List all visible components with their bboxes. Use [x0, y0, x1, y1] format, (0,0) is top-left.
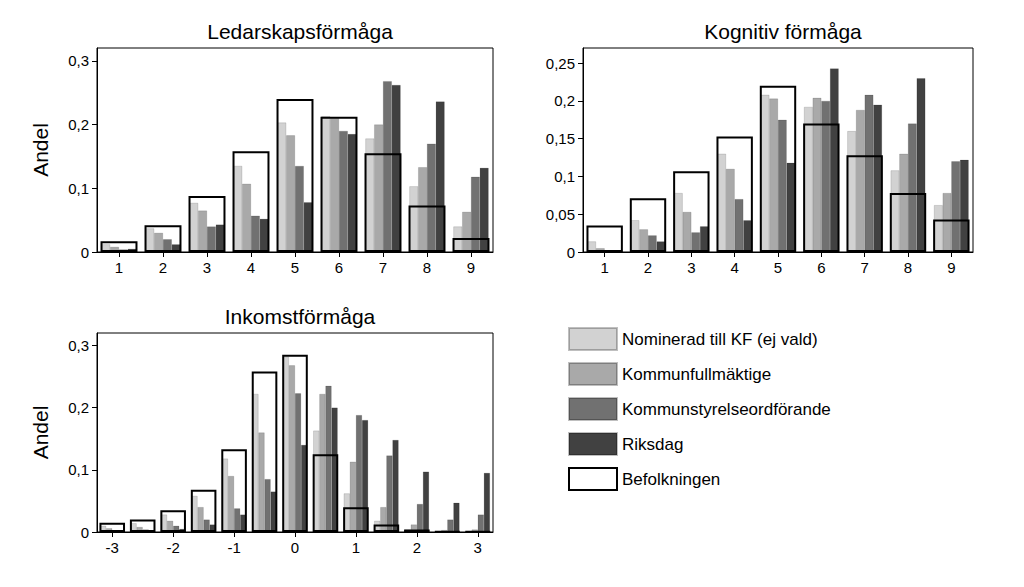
svg-text:9: 9 [467, 259, 475, 276]
svg-text:0,2: 0,2 [68, 399, 89, 416]
svg-text:5: 5 [774, 259, 782, 276]
svg-text:4: 4 [730, 259, 738, 276]
svg-text:8: 8 [904, 259, 912, 276]
svg-text:0,3: 0,3 [68, 52, 89, 69]
svg-text:0,3: 0,3 [68, 337, 89, 354]
svg-text:3: 3 [474, 539, 482, 556]
svg-text:-2: -2 [166, 539, 179, 556]
svg-text:0,05: 0,05 [546, 206, 575, 223]
svg-text:6: 6 [335, 259, 343, 276]
svg-text:7: 7 [379, 259, 387, 276]
svg-text:0: 0 [567, 244, 575, 261]
svg-text:2: 2 [413, 539, 421, 556]
svg-text:1: 1 [600, 259, 608, 276]
svg-text:2: 2 [644, 259, 652, 276]
svg-text:Befolkningen: Befolkningen [622, 470, 720, 489]
svg-text:0,2: 0,2 [554, 92, 575, 109]
svg-text:3: 3 [687, 259, 695, 276]
svg-text:1: 1 [115, 259, 123, 276]
svg-text:0,15: 0,15 [546, 130, 575, 147]
svg-text:0,1: 0,1 [68, 180, 89, 197]
svg-text:-3: -3 [106, 539, 119, 556]
svg-text:Kognitiv förmåga: Kognitiv förmåga [704, 20, 862, 43]
svg-text:0,2: 0,2 [68, 116, 89, 133]
svg-text:0: 0 [81, 244, 89, 261]
svg-text:6: 6 [817, 259, 825, 276]
svg-text:Kommunfullmäktige: Kommunfullmäktige [622, 365, 771, 384]
svg-text:0: 0 [291, 539, 299, 556]
svg-text:3: 3 [203, 259, 211, 276]
svg-text:Nominerad till KF (ej vald): Nominerad till KF (ej vald) [622, 330, 818, 349]
svg-text:5: 5 [291, 259, 299, 276]
svg-text:0,25: 0,25 [546, 55, 575, 72]
svg-text:Andel: Andel [29, 123, 52, 177]
svg-text:1: 1 [352, 539, 360, 556]
svg-text:2: 2 [159, 259, 167, 276]
svg-text:-1: -1 [227, 539, 240, 556]
svg-text:Inkomstförmåga: Inkomstförmåga [225, 305, 376, 328]
svg-text:0,1: 0,1 [554, 168, 575, 185]
svg-text:7: 7 [860, 259, 868, 276]
svg-text:Ledarskapsförmåga: Ledarskapsförmåga [207, 20, 393, 43]
svg-text:0,1: 0,1 [68, 461, 89, 478]
svg-text:4: 4 [247, 259, 255, 276]
svg-text:9: 9 [947, 259, 955, 276]
svg-text:Andel: Andel [29, 406, 52, 460]
svg-text:0: 0 [81, 524, 89, 541]
svg-text:8: 8 [423, 259, 431, 276]
svg-text:Riksdag: Riksdag [622, 435, 683, 454]
svg-text:Kommunstyrelseordförande: Kommunstyrelseordförande [622, 400, 831, 419]
